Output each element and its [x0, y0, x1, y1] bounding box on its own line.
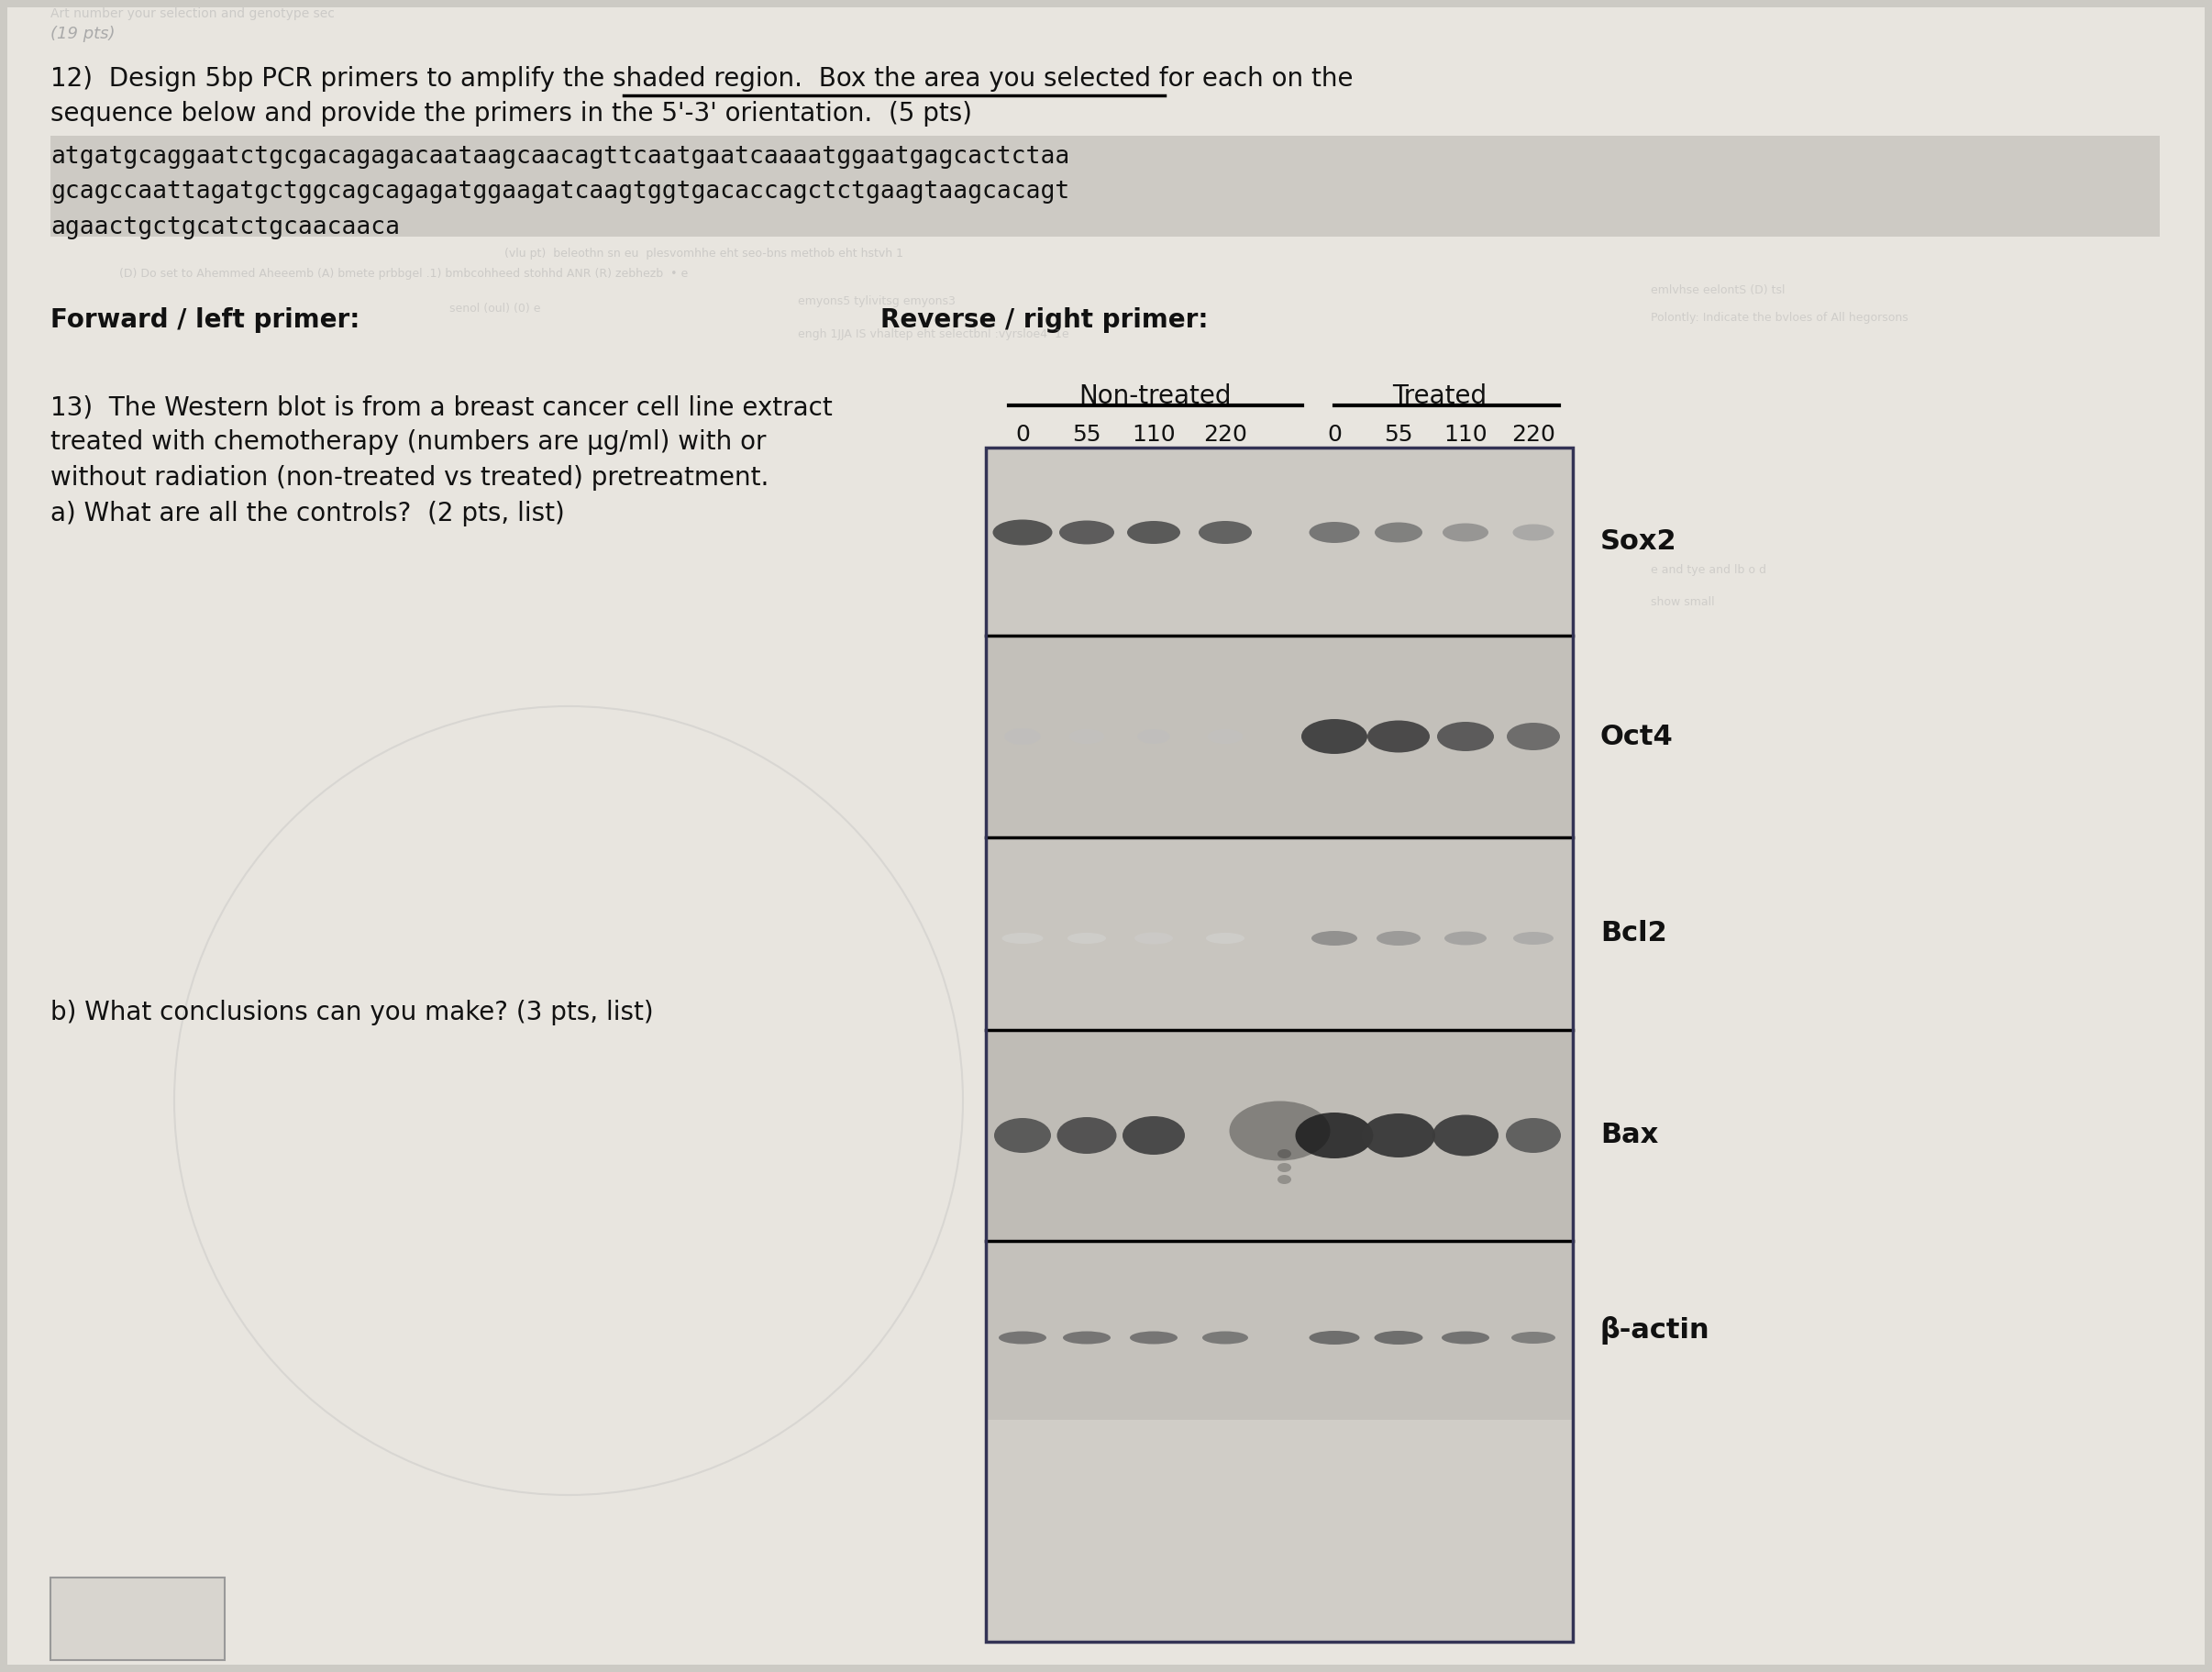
Text: Art number your selection and genotype sec: Art number your selection and genotype s…: [51, 7, 334, 20]
Text: treated with chemotherapy (numbers are μg/ml) with or: treated with chemotherapy (numbers are μ…: [51, 430, 765, 455]
Text: 55: 55: [1073, 423, 1102, 446]
Ellipse shape: [1374, 522, 1422, 542]
Text: Oct4: Oct4: [1599, 724, 1674, 749]
Ellipse shape: [1433, 1115, 1498, 1155]
Ellipse shape: [1442, 1331, 1489, 1344]
Text: Treated: Treated: [1394, 383, 1486, 410]
Text: (19 pts): (19 pts): [51, 25, 115, 42]
Text: 110: 110: [1133, 423, 1175, 446]
Ellipse shape: [1363, 1114, 1436, 1157]
Ellipse shape: [1310, 522, 1360, 543]
Ellipse shape: [1511, 1331, 1555, 1344]
Ellipse shape: [1068, 729, 1104, 744]
Text: a) What are all the controls?  (2 pts, list): a) What are all the controls? (2 pts, li…: [51, 502, 564, 527]
Ellipse shape: [1279, 1175, 1292, 1184]
Ellipse shape: [1438, 722, 1493, 751]
Text: senol (oul) (0) e: senol (oul) (0) e: [449, 303, 540, 314]
Bar: [987, 448, 1573, 1642]
Ellipse shape: [1199, 522, 1252, 543]
Ellipse shape: [1064, 1331, 1110, 1344]
Ellipse shape: [1374, 1331, 1422, 1344]
Bar: [51, 1577, 226, 1660]
Ellipse shape: [1068, 933, 1106, 943]
Bar: [987, 1241, 1573, 1420]
Ellipse shape: [1002, 933, 1044, 943]
Ellipse shape: [993, 520, 1053, 545]
Ellipse shape: [1128, 522, 1181, 543]
Text: 220: 220: [1511, 423, 1555, 446]
Text: Bax: Bax: [1599, 1122, 1659, 1149]
Ellipse shape: [1208, 729, 1243, 744]
Text: show small: show small: [1650, 597, 1714, 609]
Text: sequence below and provide the primers in the 5'-3' orientation.  (5 pts): sequence below and provide the primers i…: [51, 100, 971, 127]
Text: 0: 0: [1327, 423, 1343, 446]
Ellipse shape: [993, 1119, 1051, 1154]
Bar: [987, 1030, 1573, 1241]
Text: 0: 0: [1015, 423, 1031, 446]
Ellipse shape: [1060, 520, 1115, 545]
Ellipse shape: [1513, 523, 1555, 540]
Text: emlvhse eelontS (D) tsl: emlvhse eelontS (D) tsl: [1650, 284, 1785, 296]
Ellipse shape: [1230, 1102, 1329, 1160]
Text: atgatgcaggaatctgcgacagagacaataagcaacagttcaatgaatcaaaatggaatgagcactctaa: atgatgcaggaatctgcgacagagacaataagcaacagtt…: [51, 145, 1071, 169]
Ellipse shape: [1312, 931, 1358, 946]
Text: Non-treated: Non-treated: [1079, 383, 1232, 410]
Ellipse shape: [1444, 931, 1486, 945]
Text: b) What conclusions can you make? (3 pts, list): b) What conclusions can you make? (3 pts…: [51, 1000, 653, 1025]
Ellipse shape: [1506, 722, 1559, 751]
Text: Forward / left primer:: Forward / left primer:: [51, 308, 361, 333]
Text: emyons5 tylivitsg emyons3: emyons5 tylivitsg emyons3: [799, 296, 956, 308]
Ellipse shape: [1506, 1119, 1562, 1154]
Text: engh 1JJA IS vhaltep eht selectbnl :vyrsloe4  1e: engh 1JJA IS vhaltep eht selectbnl :vyrs…: [799, 328, 1068, 341]
Ellipse shape: [1203, 1331, 1248, 1344]
Ellipse shape: [1004, 729, 1042, 744]
Ellipse shape: [1057, 1117, 1117, 1154]
Text: Polontly: Indicate the bvloes of All hegorsons: Polontly: Indicate the bvloes of All heg…: [1650, 313, 1909, 324]
Ellipse shape: [1301, 719, 1367, 754]
Text: 55: 55: [1385, 423, 1413, 446]
Text: 220: 220: [1203, 423, 1248, 446]
Ellipse shape: [1279, 1149, 1292, 1159]
Ellipse shape: [1376, 931, 1420, 946]
Ellipse shape: [1130, 1331, 1177, 1344]
Ellipse shape: [1135, 933, 1172, 945]
Ellipse shape: [1367, 721, 1429, 752]
Text: Reverse / right primer:: Reverse / right primer:: [880, 308, 1208, 333]
Ellipse shape: [1279, 1164, 1292, 1172]
Ellipse shape: [1137, 729, 1170, 744]
Ellipse shape: [1513, 931, 1553, 945]
Ellipse shape: [1121, 1117, 1186, 1155]
Ellipse shape: [1442, 523, 1489, 542]
Text: β-actin: β-actin: [1599, 1316, 1710, 1344]
Ellipse shape: [1296, 1112, 1374, 1159]
Ellipse shape: [1206, 933, 1245, 943]
Text: without radiation (non-treated vs treated) pretreatment.: without radiation (non-treated vs treate…: [51, 465, 770, 490]
Text: agaactgctgcatctgcaacaaca: agaactgctgcatctgcaacaaca: [51, 216, 400, 239]
Text: Sox2: Sox2: [1599, 528, 1677, 555]
Bar: [51, 135, 2159, 237]
Text: 13)  The Western blot is from a breast cancer cell line extract: 13) The Western blot is from a breast ca…: [51, 395, 832, 420]
Text: (D) Do set to Ahemmed Aheeemb (A) bmete prbbgel .1) bmbcohheed stohhd ANR (R) ze: (D) Do set to Ahemmed Aheeemb (A) bmete …: [119, 268, 688, 279]
Bar: [987, 635, 1573, 838]
Text: e and tye and lb o d: e and tye and lb o d: [1650, 563, 1767, 575]
Bar: [987, 838, 1573, 1030]
Text: 110: 110: [1444, 423, 1486, 446]
Ellipse shape: [1310, 1331, 1360, 1344]
Bar: [987, 448, 1573, 1642]
Ellipse shape: [998, 1331, 1046, 1344]
Text: (vlu pt)  beleothn sn eu  plesvomhhe eht seo-bns methob eht hstvh 1: (vlu pt) beleothn sn eu plesvomhhe eht s…: [504, 247, 902, 259]
Text: 12)  Design 5bp PCR primers to amplify the shaded region.  Box the area you sele: 12) Design 5bp PCR primers to amplify th…: [51, 65, 1354, 92]
Bar: [987, 448, 1573, 635]
Text: gcagccaattagatgctggcagcagagatggaagatcaagtggtgacaccagctctgaagtaagcacagt: gcagccaattagatgctggcagcagagatggaagatcaag…: [51, 181, 1071, 204]
Text: Bcl2: Bcl2: [1599, 920, 1668, 946]
